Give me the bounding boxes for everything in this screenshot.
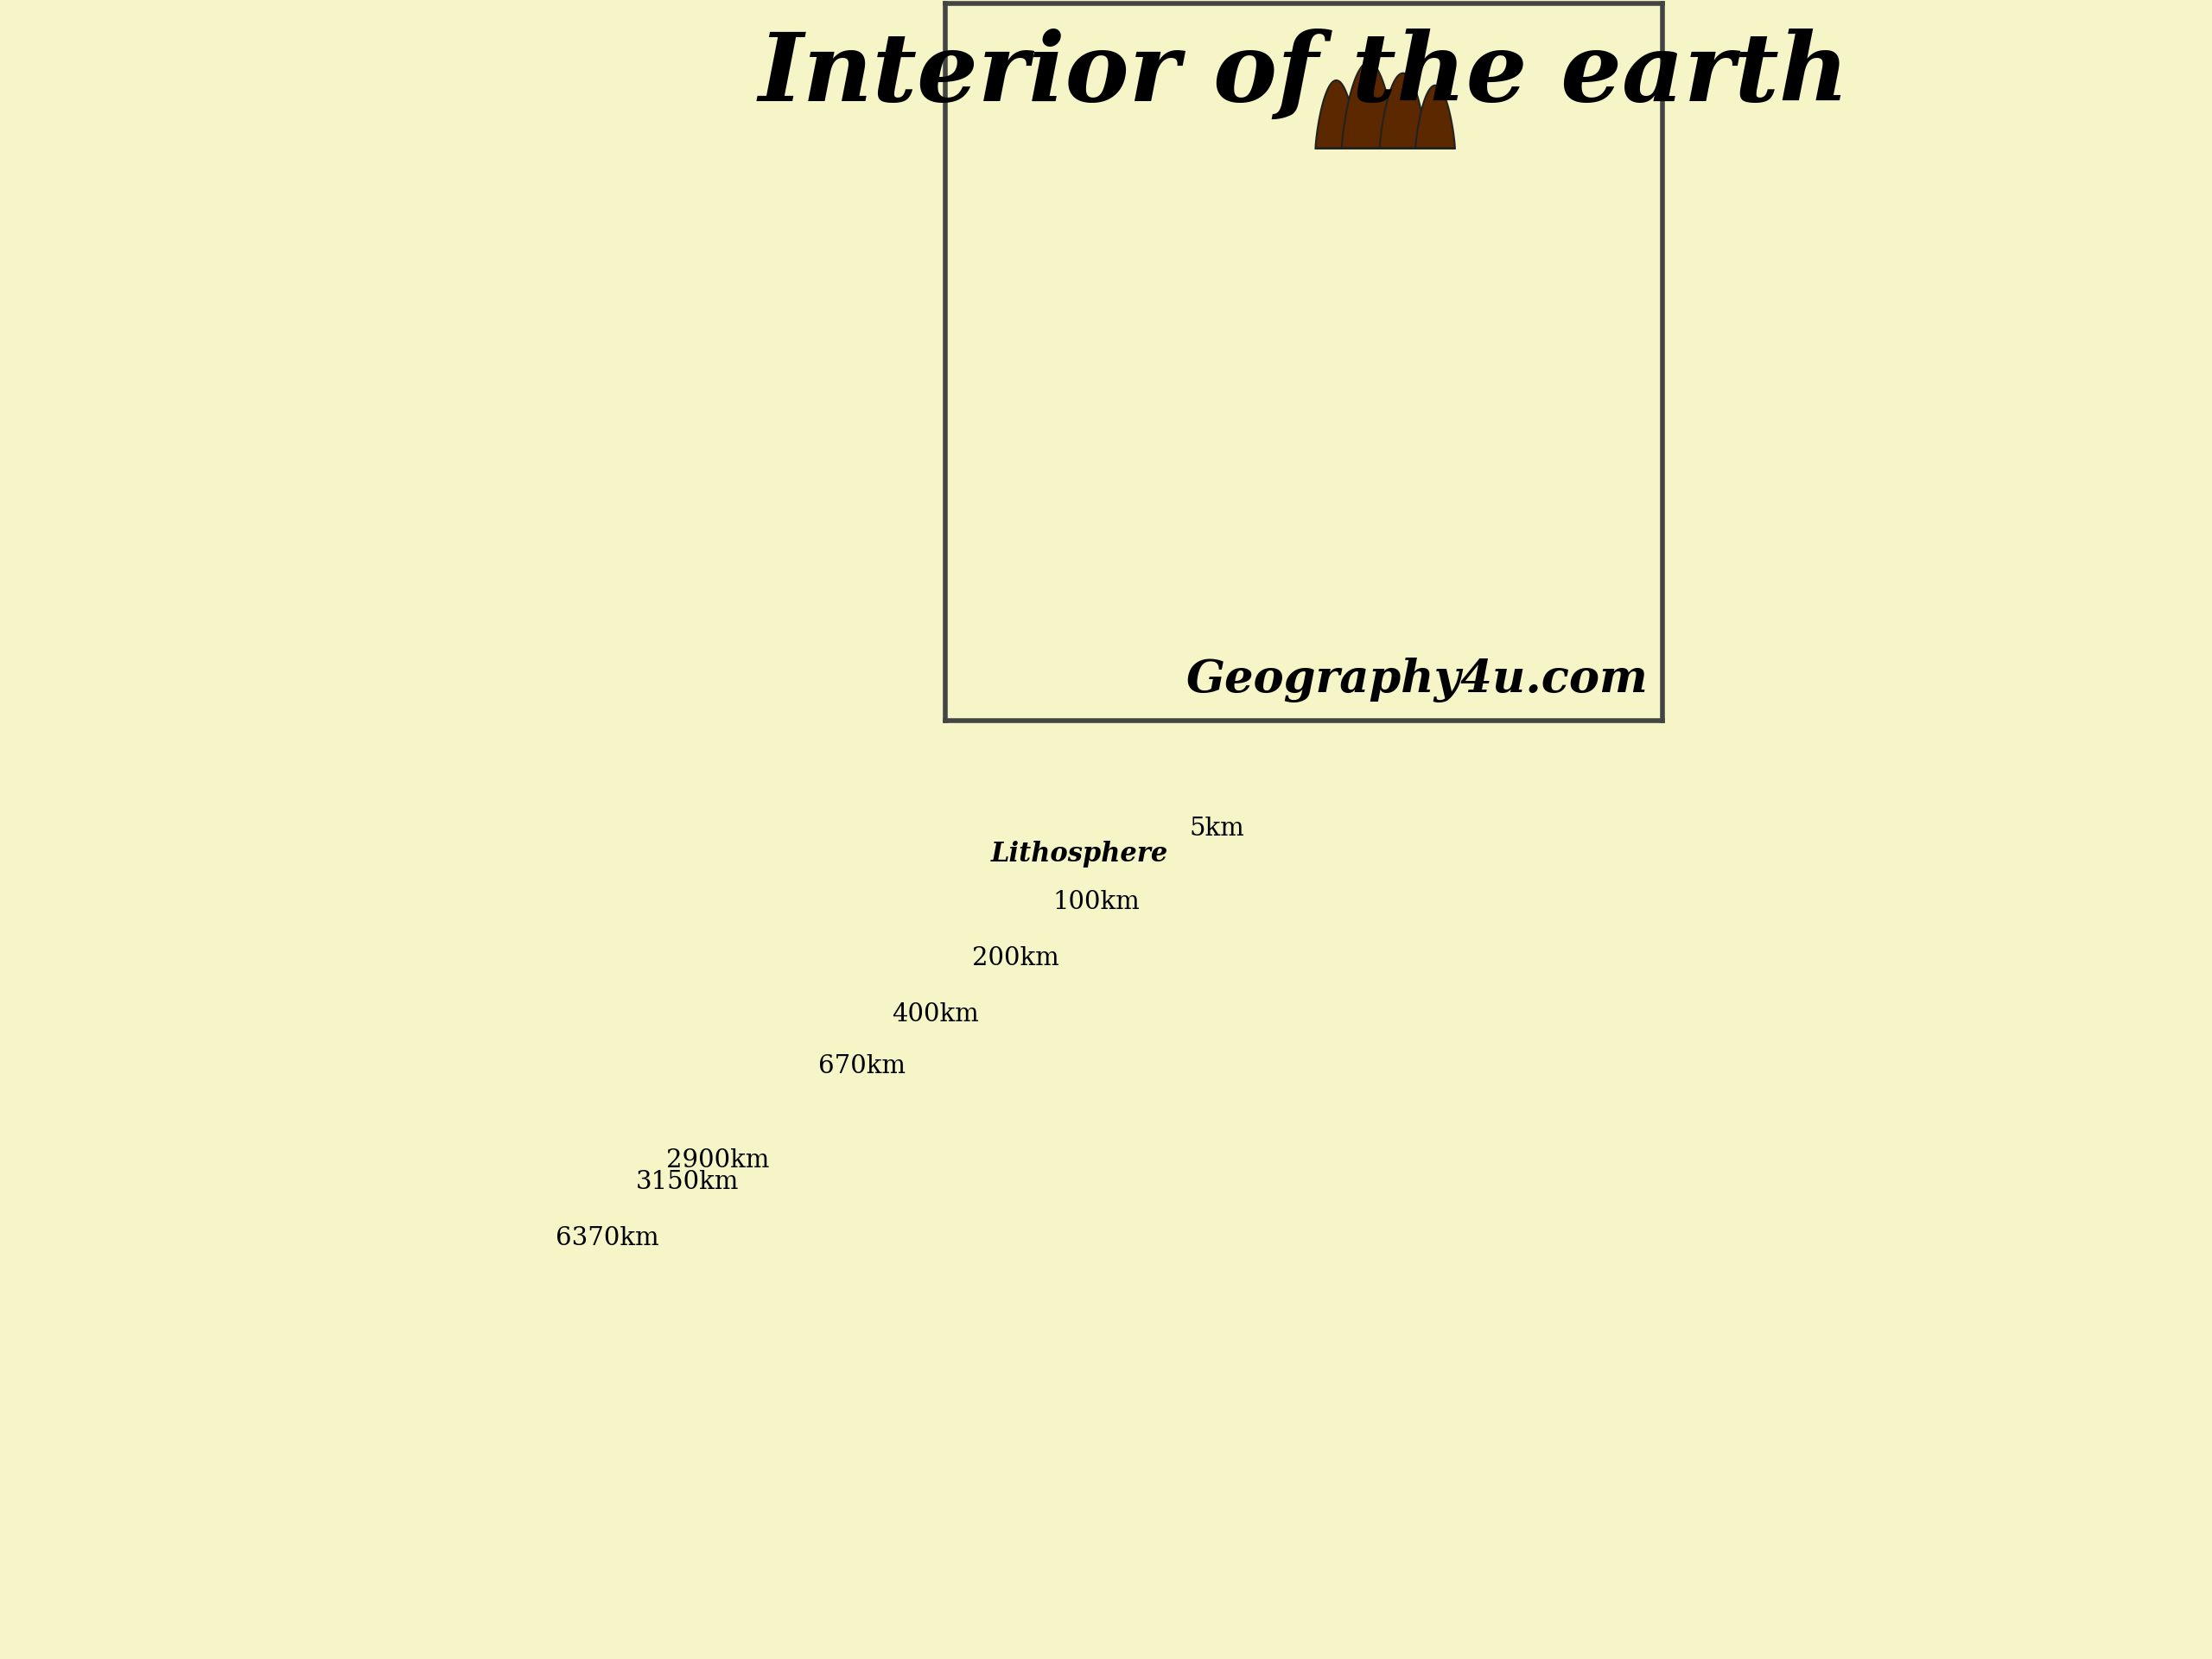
Text: 5km: 5km — [1190, 816, 1245, 841]
Text: 100km: 100km — [1053, 889, 1139, 914]
Polygon shape — [1150, 849, 1422, 972]
Text: Interior of the earth: Interior of the earth — [759, 28, 1849, 121]
Text: 400km: 400km — [891, 1002, 980, 1027]
Polygon shape — [670, 1183, 1902, 1559]
Text: 670km: 670km — [818, 1053, 905, 1078]
Polygon shape — [1416, 85, 1455, 148]
Polygon shape — [991, 957, 1582, 1168]
Text: 3150km: 3150km — [635, 1170, 739, 1194]
Polygon shape — [1225, 828, 1347, 883]
Text: 6370km: 6370km — [555, 1226, 659, 1251]
Polygon shape — [1071, 902, 1502, 1070]
Polygon shape — [750, 1161, 1823, 1462]
Polygon shape — [1316, 80, 1358, 148]
Text: 200km: 200km — [973, 946, 1060, 971]
Polygon shape — [1254, 806, 1316, 844]
Text: Geography4u.com: Geography4u.com — [1186, 659, 1648, 703]
Text: Lithosphere: Lithosphere — [991, 841, 1168, 868]
Text: 2900km: 2900km — [666, 1148, 770, 1173]
Polygon shape — [916, 1014, 1657, 1259]
Polygon shape — [781, 1065, 1792, 1423]
Polygon shape — [1380, 73, 1427, 148]
Polygon shape — [1343, 63, 1396, 148]
